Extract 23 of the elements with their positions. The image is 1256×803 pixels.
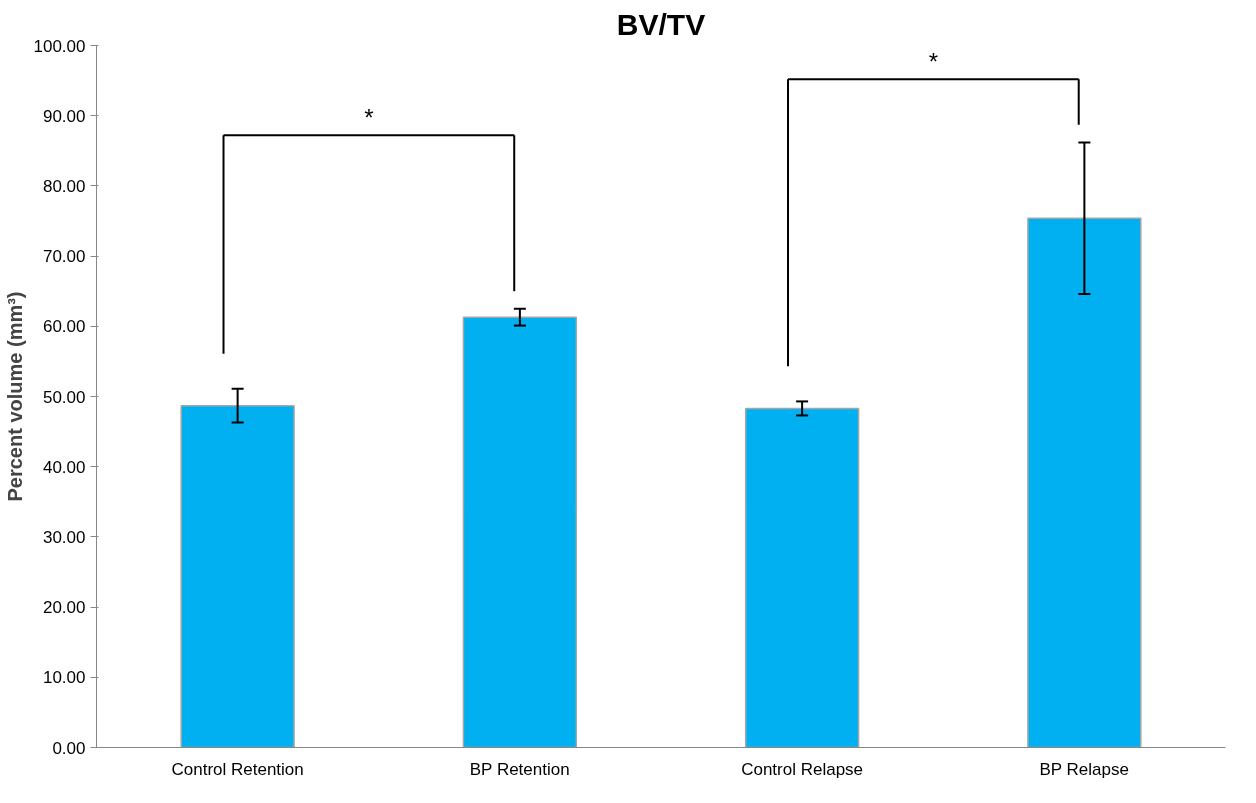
y-tick-label: 70.00 (42, 247, 86, 267)
x-tick-label: BP Relapse (1039, 759, 1129, 779)
y-tick-label: 10.00 (42, 668, 86, 688)
bar (180, 404, 295, 748)
y-tick-label: 20.00 (42, 598, 86, 618)
y-tick-label: 80.00 (42, 176, 86, 196)
bar (744, 407, 860, 748)
annotation: * (928, 48, 939, 76)
y-tick-label: 40.00 (42, 457, 86, 477)
y-tick-label: 50.00 (42, 387, 86, 407)
y-tick-label: 60.00 (42, 317, 86, 337)
chart-title: BV/TV (616, 7, 706, 41)
x-tick-label: BP Retention (469, 759, 570, 779)
bar (1027, 217, 1142, 748)
y-tick-label: 90.00 (42, 106, 86, 126)
x-tick-label: Control Retention (171, 759, 304, 779)
y-axis-title: Percent volume (mm³) (3, 291, 26, 502)
y-tick-label: 30.00 (42, 527, 86, 547)
annotation: * (364, 104, 374, 132)
y-tick-label: 0.00 (52, 738, 86, 758)
x-tick-label: Control Relapse (741, 759, 864, 779)
y-tick-label: 100.00 (33, 36, 86, 56)
bar (462, 316, 578, 748)
